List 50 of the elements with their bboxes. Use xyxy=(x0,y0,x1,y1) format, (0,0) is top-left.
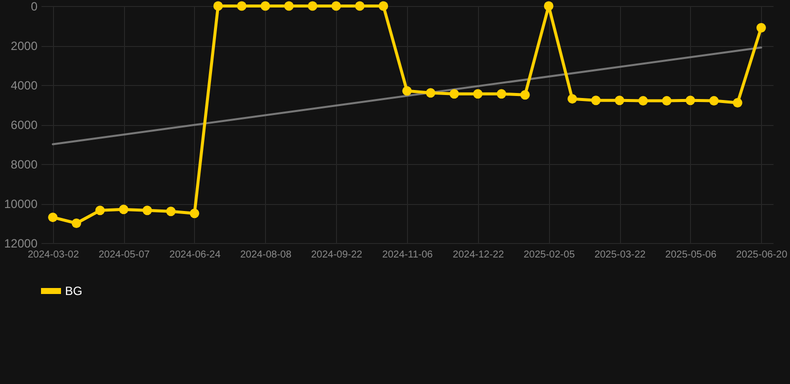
x-tick-label: 2024-05-07 xyxy=(98,250,150,260)
point xyxy=(496,89,506,99)
x-tick-label: 2024-09-22 xyxy=(311,250,363,260)
point xyxy=(166,206,176,216)
point xyxy=(591,96,601,106)
y-tick-label: 0 xyxy=(30,0,38,14)
x-tick-label: 2025-06-20 xyxy=(736,250,788,260)
point xyxy=(331,1,341,11)
point xyxy=(95,206,105,216)
point xyxy=(402,86,412,96)
point xyxy=(568,94,578,104)
point xyxy=(686,96,696,106)
y-tick-label: 8000 xyxy=(10,158,38,172)
point xyxy=(520,90,530,100)
point xyxy=(732,98,742,108)
x-tick-label: 2024-08-08 xyxy=(240,250,292,260)
legend-label: BG xyxy=(65,284,82,298)
point xyxy=(449,89,459,99)
x-tick-label: 2025-05-06 xyxy=(665,250,717,260)
y-tick-label: 12000 xyxy=(4,236,38,250)
point xyxy=(190,208,200,218)
x-tick-label: 2024-06-24 xyxy=(169,250,221,260)
point xyxy=(355,1,365,11)
x-tick-label: 2025-02-05 xyxy=(524,250,576,260)
point xyxy=(756,22,766,32)
point xyxy=(72,218,82,228)
y-tick-label: 2000 xyxy=(10,39,38,53)
point xyxy=(378,1,388,11)
point xyxy=(213,1,223,11)
y-tick-label: 4000 xyxy=(10,78,38,92)
point xyxy=(118,204,128,214)
point xyxy=(426,88,436,98)
point xyxy=(473,89,483,99)
point xyxy=(544,1,554,11)
point xyxy=(284,1,294,11)
point xyxy=(48,212,58,222)
x-tick-label: 2024-12-22 xyxy=(452,250,504,260)
point xyxy=(308,1,318,11)
point xyxy=(260,1,270,11)
point xyxy=(614,96,624,106)
x-tick-label: 2025-03-22 xyxy=(594,250,646,260)
point xyxy=(662,96,672,106)
x-tick-label: 2024-11-06 xyxy=(382,250,434,260)
point xyxy=(709,96,719,106)
y-tick-label: 6000 xyxy=(10,118,38,132)
y-tick-label: 10000 xyxy=(4,197,38,211)
point xyxy=(638,96,648,106)
point xyxy=(142,206,152,216)
x-tick-label: 2024-03-02 xyxy=(28,250,80,260)
point xyxy=(236,1,246,11)
